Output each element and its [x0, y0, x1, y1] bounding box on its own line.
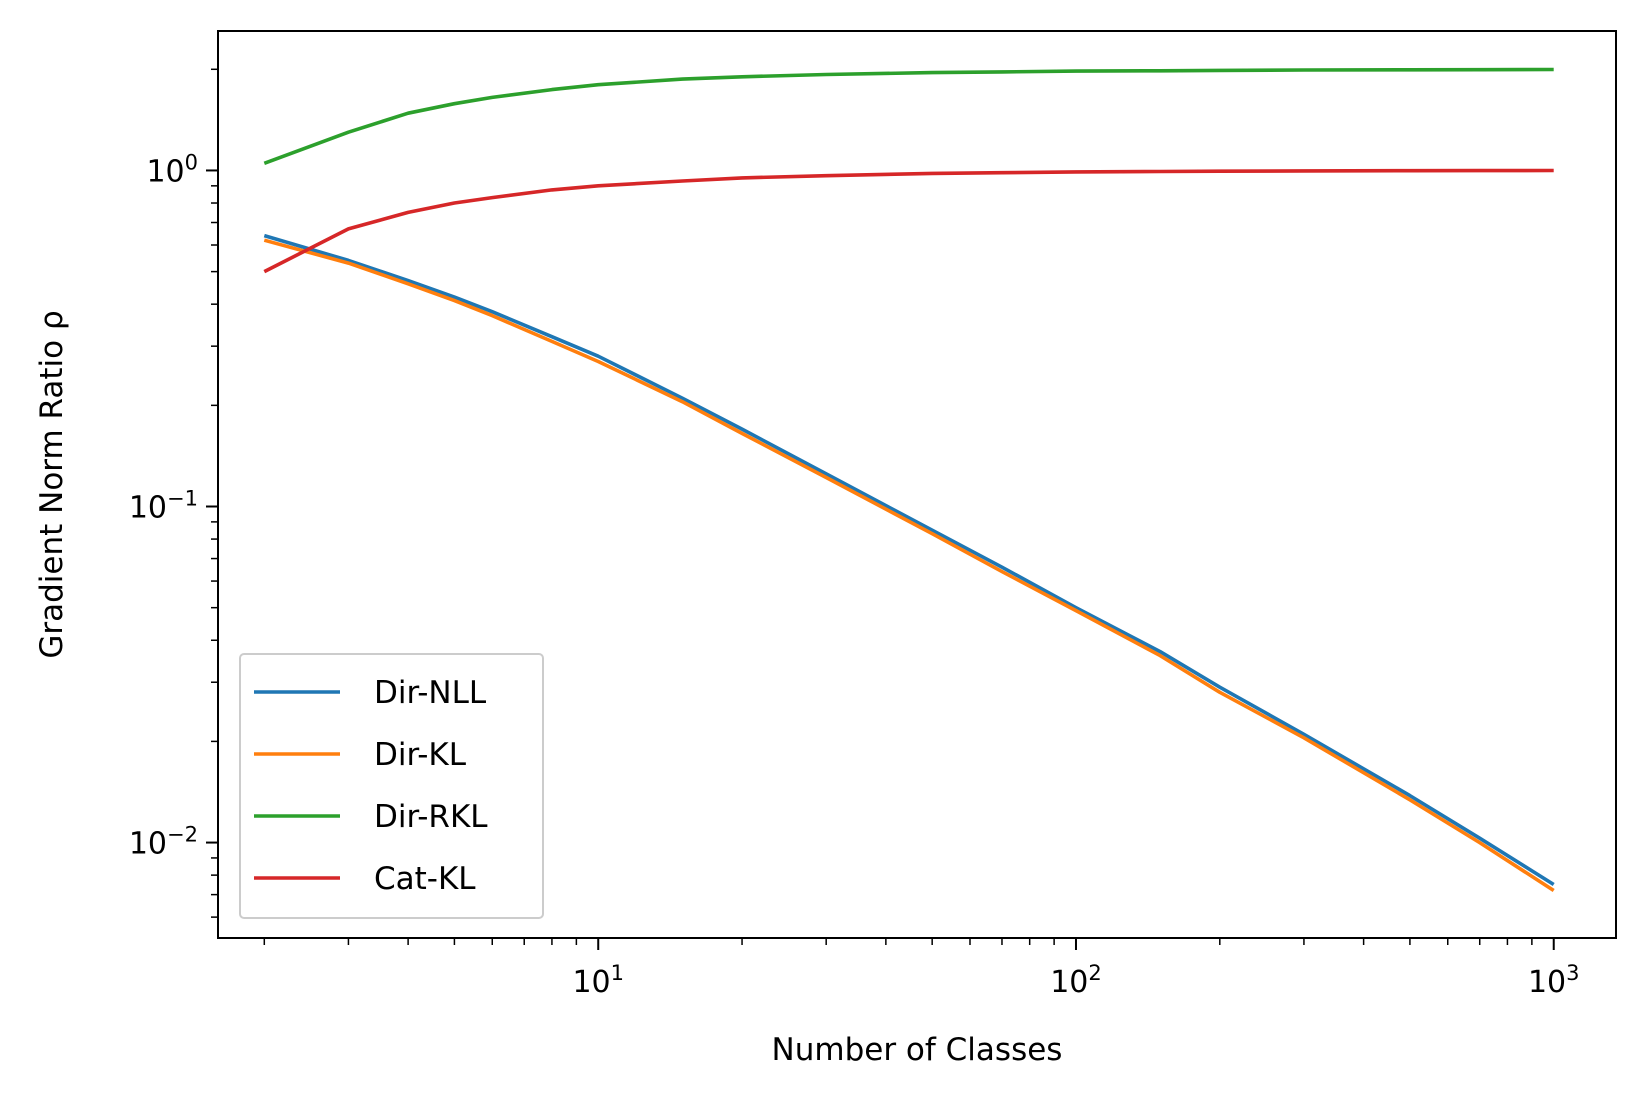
legend-label: Dir-RKL [374, 799, 488, 835]
x-tick-label: 101 [572, 961, 624, 1000]
legend: Dir-NLL Dir-KL Dir-RKL Cat-KL [239, 653, 544, 919]
legend-label: Dir-NLL [374, 675, 487, 711]
series-line-dir-rkl [263, 67, 1554, 165]
series-line-cat-kl [263, 168, 1554, 274]
x-axis-label: Number of Classes [772, 1032, 1063, 1068]
legend-label: Dir-KL [374, 737, 467, 773]
x-tick-label: 102 [1050, 961, 1102, 1000]
y-axis: 10−2 10−1 100 [129, 68, 218, 918]
x-tick-label: 103 [1528, 961, 1580, 1000]
y-tick-label: 10−1 [129, 487, 198, 526]
y-tick-label: 100 [146, 150, 198, 189]
series-line-dir-kl [263, 238, 1555, 893]
x-axis: 101 102 103 [263, 938, 1580, 1000]
y-tick-label: 10−2 [129, 823, 198, 862]
legend-label: Cat-KL [374, 861, 476, 897]
legend-box [239, 653, 544, 919]
series-line-dir-nll [263, 233, 1555, 887]
series-group [263, 67, 1555, 893]
axes-frame [217, 30, 1617, 939]
y-axis-label: Gradient Norm Ratio ρ [34, 310, 70, 658]
